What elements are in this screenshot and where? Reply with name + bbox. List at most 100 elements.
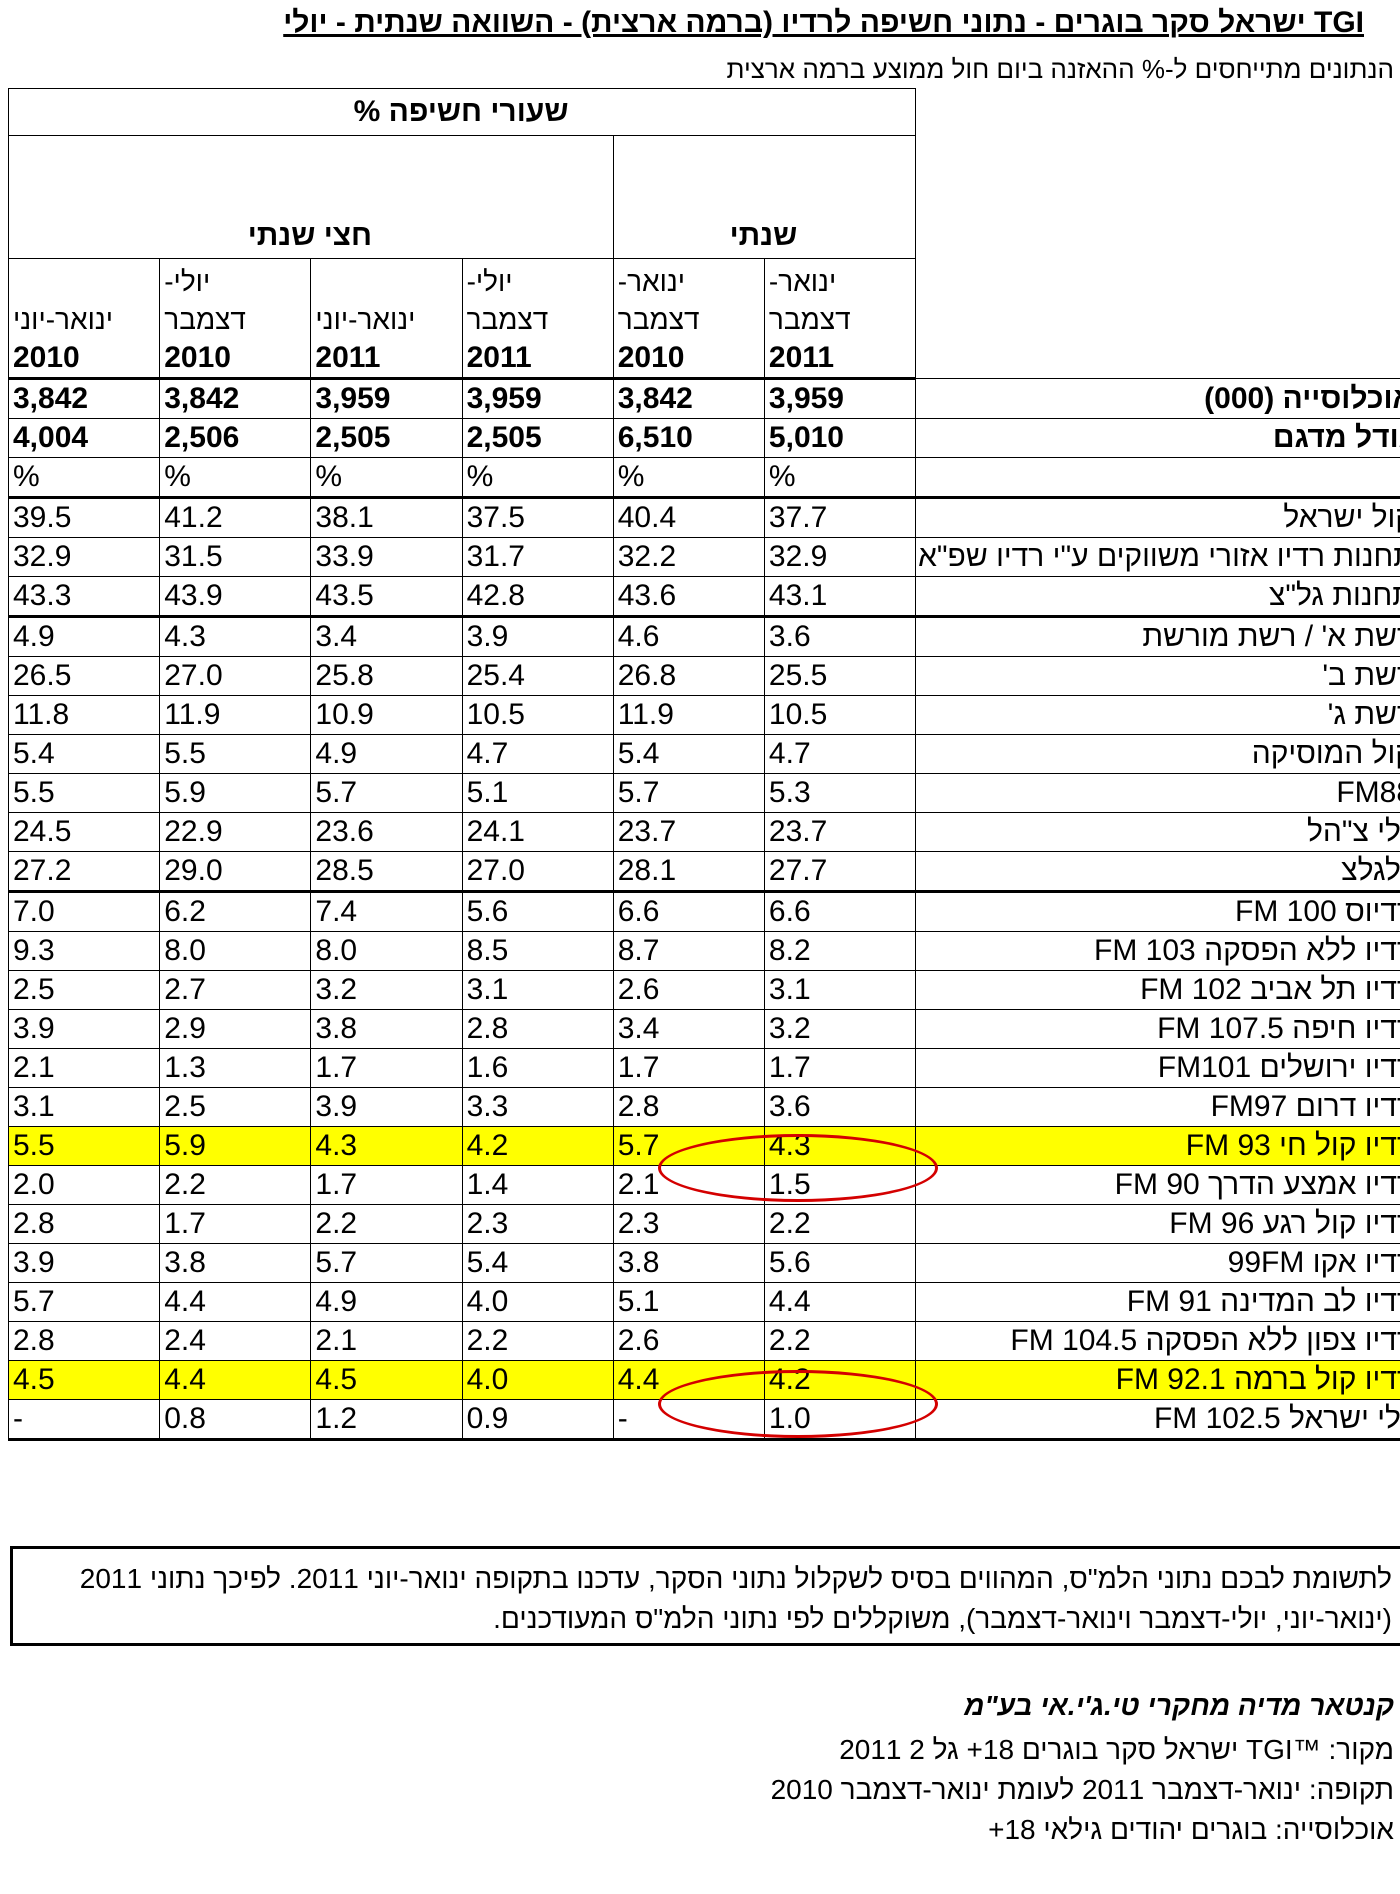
station-row-value-5: 26.5 xyxy=(7,656,161,696)
station-row-value-3: 4.3 xyxy=(310,1126,463,1166)
population-row-value-2: 3,959 xyxy=(461,378,614,419)
station-row-value-1: 2.6 xyxy=(612,970,765,1010)
station-row-value-0: 27.7 xyxy=(763,851,917,893)
station-row-value-2: 5.4 xyxy=(461,1243,614,1283)
station-row-value-2: 1.6 xyxy=(461,1048,614,1088)
station-row-label: רדיו תל אביב FM 102 xyxy=(915,970,1400,1010)
station-row-label: רדיו ירושלים FM101 xyxy=(915,1048,1400,1088)
station-row-value-1: 43.6 xyxy=(612,576,765,618)
station-row-value-4: 1.7 xyxy=(159,1204,312,1244)
station-row-value-2: 4.0 xyxy=(461,1282,614,1322)
station-row-value-2: 31.7 xyxy=(461,537,614,577)
sample-row-value-5: 4,004 xyxy=(7,418,161,458)
station-row-value-4: 6.2 xyxy=(159,891,312,932)
station-row: תחנות רדיו אזורי משווקים ע"י רדיו שפ"א 32… xyxy=(7,537,1400,577)
company-credit: קנטאר מדיה מחקרי טי.ג'י.אי בע"מ xyxy=(964,1690,1394,1721)
unit-row-label xyxy=(915,457,1400,499)
station-row-label: תחנות גל"צ xyxy=(915,576,1400,618)
station-row-label: רדיו קול חי FM 93 xyxy=(915,1126,1400,1166)
note-line-2: (ינואר-יוני, יולי-דצמבר וינואר-דצמבר), מ… xyxy=(493,1603,1392,1634)
period-line2: דצמבר xyxy=(768,304,851,335)
station-row-value-3: 3.8 xyxy=(310,1009,463,1049)
station-row-value-5: 4.5 xyxy=(7,1360,161,1400)
station-row-value-5: 43.3 xyxy=(7,576,161,618)
station-row-value-2: 4.7 xyxy=(461,734,614,774)
sample-row-value-2: 2,505 xyxy=(461,418,614,458)
station-row: רדיו קול רגע FM 96 2.2 2.3 2.3 2.2 1.7 2.8 xyxy=(7,1204,1400,1244)
station-row-value-2: 3.3 xyxy=(461,1087,614,1127)
station-row-value-5: 4.9 xyxy=(7,616,161,657)
station-row-value-3: 33.9 xyxy=(310,537,463,577)
unit-row-value-2: % xyxy=(461,457,614,499)
station-row-value-0: 43.1 xyxy=(763,576,917,618)
station-row-value-1: 11.9 xyxy=(612,695,765,735)
period-line: תקופה: ינואר-דצמבר 2011 לעומת ינואר-דצמב… xyxy=(770,1774,1394,1805)
station-row-value-4: 43.9 xyxy=(159,576,312,618)
station-row-value-4: 41.2 xyxy=(159,497,312,538)
station-row-value-3: 5.7 xyxy=(310,1243,463,1283)
station-row-value-1: 40.4 xyxy=(612,497,765,538)
station-row: רדיו ללא הפסקה FM 103 8.2 8.7 8.5 8.0 8.0 9.3 xyxy=(7,931,1400,971)
station-row-value-5: 3.9 xyxy=(7,1243,161,1283)
station-row-value-3: 4.9 xyxy=(310,734,463,774)
station-row-label: רדיוס FM 100 xyxy=(915,891,1400,932)
station-row-value-2: 42.8 xyxy=(461,576,614,618)
unit-row-value-1: % xyxy=(612,457,765,499)
station-row-value-4: 8.0 xyxy=(159,931,312,971)
station-row-value-0: 3.6 xyxy=(763,1087,917,1127)
station-row-value-0: 10.5 xyxy=(763,695,917,735)
station-row-value-3: 1.7 xyxy=(310,1165,463,1205)
sample-row: גודל מדגם 5,010 6,510 2,505 2,505 2,506 4,004 xyxy=(7,418,1400,458)
period-line1: יולי- xyxy=(164,266,211,297)
station-row-value-3: 43.5 xyxy=(310,576,463,618)
station-row-value-1: 23.7 xyxy=(612,812,765,852)
source-line: מקור: ™TGI ישראל סקר בוגרים 18+ גל 2 201… xyxy=(839,1734,1394,1765)
station-row: רדיו צפון ללא הפסקה FM 104.5 2.2 2.6 2.2 2.1… xyxy=(7,1321,1400,1361)
station-row: רדיו חיפה FM 107.53.23.42.83.82.93.9 xyxy=(7,1009,1400,1049)
station-row-value-2: 4.2 xyxy=(461,1126,614,1166)
station-row-value-3: 4.5 xyxy=(310,1360,463,1400)
period-line1: ינואר- xyxy=(768,266,837,297)
sample-row-label: גודל מדגם xyxy=(915,418,1400,458)
station-row-value-2: 1.4 xyxy=(461,1165,614,1205)
population-row-value-0: 3,959 xyxy=(763,378,917,419)
unit-row: %%%%%% xyxy=(7,457,1400,499)
station-row: רדיו לב המדינה FM 91 4.4 5.1 4.0 4.9 4.4 5.7 xyxy=(7,1282,1400,1322)
station-row-value-0: 5.6 xyxy=(763,1243,917,1283)
station-row-value-5: 3.9 xyxy=(7,1009,161,1049)
station-row-label: גלגלצ xyxy=(915,851,1400,893)
period-line1 xyxy=(315,263,455,301)
station-row-value-4: 5.5 xyxy=(159,734,312,774)
station-row-value-3: 7.4 xyxy=(310,891,463,932)
station-row-value-5: 24.5 xyxy=(7,812,161,852)
period-header-5: ינואר-יוני 2010 xyxy=(7,258,161,380)
station-row-value-1: 6.6 xyxy=(612,891,765,932)
population-row-label: אוכלוסייה (000) xyxy=(915,378,1400,419)
period-header-2: יולי- דצמבר 2011 xyxy=(461,258,614,380)
station-row-value-1: 4.6 xyxy=(612,616,765,657)
period-year: 2010 xyxy=(13,341,80,374)
station-row-value-3: 3.4 xyxy=(310,616,463,657)
station-row-value-1: 5.4 xyxy=(612,734,765,774)
unit-row-value-4: % xyxy=(159,457,312,499)
station-row-value-0: 4.7 xyxy=(763,734,917,774)
station-row-value-2: 3.1 xyxy=(461,970,614,1010)
highlight-circle-kol-chai xyxy=(658,1134,938,1202)
station-row: קול המוסיקה 4.7 5.4 4.7 4.9 5.5 5.4 xyxy=(7,734,1400,774)
station-row-label: רשת ג' xyxy=(915,695,1400,735)
exposure-header: שעורי חשיפה % xyxy=(7,88,917,136)
station-row-label: רדיו קול רגע FM 96 xyxy=(915,1204,1400,1244)
station-row: רדיו ירושלים FM101 1.7 1.7 1.6 1.7 1.3 2.1 xyxy=(7,1048,1400,1088)
station-row-value-5: 11.8 xyxy=(7,695,161,735)
station-row-value-5: 3.1 xyxy=(7,1087,161,1127)
sample-row-value-4: 2,506 xyxy=(159,418,312,458)
population-row-value-5: 3,842 xyxy=(7,378,161,419)
station-row-value-0: 23.7 xyxy=(763,812,917,852)
station-row-value-4: 5.9 xyxy=(159,1126,312,1166)
station-row-value-4: 4.3 xyxy=(159,616,312,657)
station-row-value-4: 11.9 xyxy=(159,695,312,735)
station-row-label: רדיו לב המדינה FM 91 xyxy=(915,1282,1400,1322)
station-row-value-2: 37.5 xyxy=(461,497,614,538)
station-row-value-2: 10.5 xyxy=(461,695,614,735)
period-year: 2011 xyxy=(315,341,381,374)
